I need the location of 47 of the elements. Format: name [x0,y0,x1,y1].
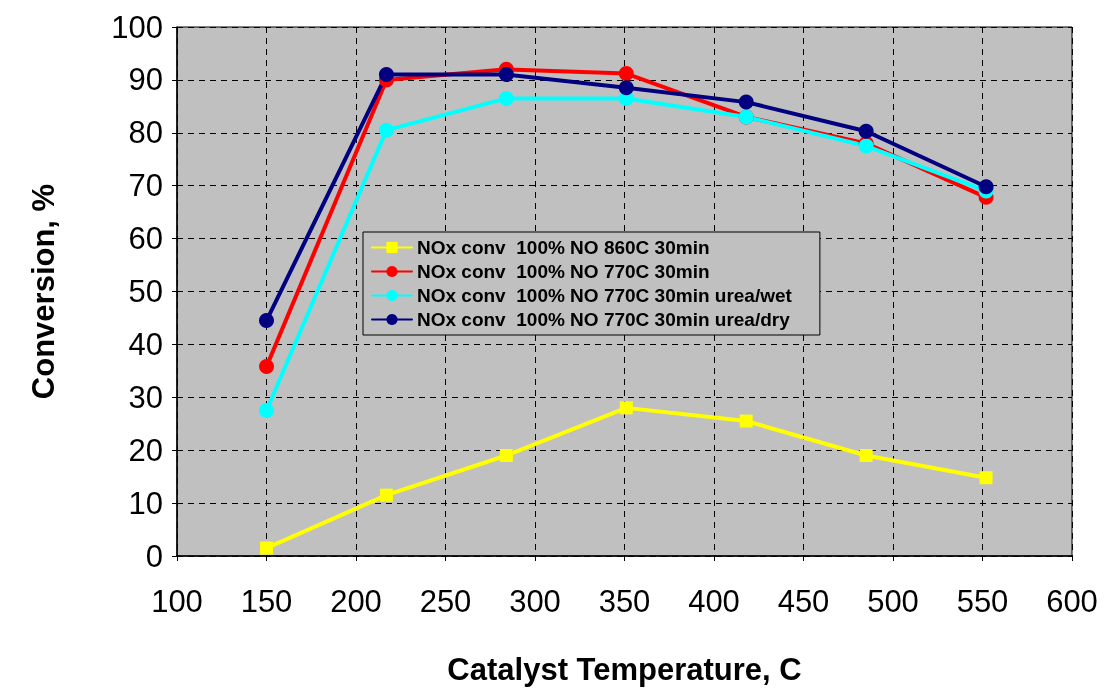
point [618,66,634,82]
point [260,541,273,555]
x-axis-title: Catalyst Temperature, C [447,652,802,687]
x-tick-label: 350 [598,584,651,619]
x-tick-label: 100 [151,584,203,619]
x-tick-label: 300 [509,584,561,619]
y-tick-label: 20 [128,432,163,468]
legend-label: NOx conv 100% NO 770C 30min [417,261,710,282]
point [499,448,513,462]
x-tick-label: 600 [1046,584,1098,619]
x-tick-label: 150 [240,584,293,619]
y-tick-label: 50 [128,274,163,309]
point [379,488,393,502]
x-tick-label: 550 [956,584,1009,619]
y-tick-label: 0 [145,538,163,574]
y-axis-title: Conversion, % [26,183,61,400]
point [618,80,634,96]
y-tick-label: 10 [128,485,163,521]
point [259,359,274,375]
point [498,67,514,83]
legend-label: NOx conv 100% NO 770C 30min urea/dry [417,309,791,330]
point [378,122,394,138]
point [738,94,754,110]
y-tick-label: 60 [128,221,163,257]
point [498,90,514,106]
x-tick-label: 200 [330,584,382,619]
point [979,471,993,485]
y-tick-label: 30 [128,379,163,415]
y-tick-label: 70 [128,168,163,204]
y-tick-label: 40 [128,326,163,362]
y-tick-label: 90 [128,62,163,98]
point [259,313,274,329]
y-tick-label: 80 [128,115,163,151]
point [978,179,994,195]
legend-label: NOx conv 100% NO 860C 30min [417,237,710,258]
x-tick-label: 250 [419,584,472,619]
point [619,401,633,415]
point [858,123,874,139]
legend-label: NOx conv 100% NO 770C 30min urea/wet [417,285,793,306]
x-tick-label: 400 [688,584,740,619]
x-tick-label: 450 [777,584,830,619]
point [378,67,394,83]
y-tick-label: 100 [111,9,163,45]
point [859,448,873,462]
x-tick-label: 500 [867,584,919,619]
point [739,414,753,428]
point [259,403,274,419]
